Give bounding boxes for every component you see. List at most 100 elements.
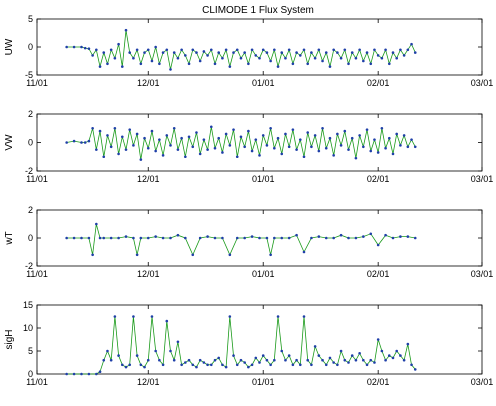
data-point	[261, 134, 265, 137]
data-point	[180, 136, 183, 140]
plot-frame	[36, 18, 483, 76]
data-point	[413, 236, 417, 240]
data-point	[336, 51, 339, 54]
data-point	[158, 358, 161, 362]
data-point	[184, 361, 187, 364]
x-tick-label: 02/01	[367, 269, 390, 279]
data-point	[276, 315, 280, 318]
data-point	[250, 363, 254, 367]
data-point	[232, 51, 235, 54]
data-point	[373, 138, 376, 141]
data-point	[176, 148, 180, 151]
data-point	[310, 145, 313, 149]
data-point	[87, 236, 91, 240]
data-point	[354, 236, 358, 240]
data-point	[195, 131, 198, 134]
data-point	[80, 45, 83, 49]
data-point	[254, 356, 258, 360]
y-tick-label: 5	[28, 14, 33, 24]
data-point	[87, 47, 91, 50]
data-point	[87, 372, 91, 376]
data-point	[221, 151, 224, 154]
data-point	[410, 138, 413, 141]
data-point	[310, 51, 313, 54]
data-point	[169, 236, 172, 240]
data-point	[239, 358, 243, 362]
data-point	[287, 145, 291, 149]
series-line	[66, 30, 416, 70]
data-point	[146, 48, 150, 52]
data-point	[169, 349, 172, 353]
data-point	[128, 51, 132, 54]
data-point	[95, 148, 98, 151]
data-point	[265, 358, 269, 362]
panel-uw: -5 0 5 11/01 12/01 01/01 02/01 03/01 UW	[4, 14, 493, 88]
data-point	[336, 363, 339, 367]
x-tick-label: 03/01	[471, 269, 494, 279]
data-point	[332, 154, 335, 157]
data-point	[228, 144, 232, 147]
data-point	[165, 134, 169, 137]
data-point	[306, 62, 310, 66]
data-point	[83, 141, 87, 144]
data-point	[113, 315, 117, 318]
data-point	[154, 349, 157, 353]
data-point	[317, 48, 321, 52]
data-point	[165, 319, 169, 323]
data-point	[213, 62, 217, 66]
data-point	[332, 48, 335, 52]
data-point	[235, 363, 239, 367]
data-point	[206, 235, 209, 238]
data-point	[106, 134, 109, 137]
data-point	[362, 59, 365, 63]
data-point	[395, 349, 399, 353]
data-point	[399, 235, 402, 238]
data-point	[269, 253, 272, 257]
data-point	[321, 358, 324, 362]
data-point	[402, 358, 406, 362]
data-point	[180, 363, 183, 367]
data-point	[120, 65, 124, 68]
data-point	[391, 51, 395, 54]
data-point	[239, 135, 243, 139]
data-point	[273, 236, 276, 240]
data-point	[172, 358, 176, 362]
data-point	[161, 51, 165, 54]
data-point	[124, 235, 128, 238]
data-point	[143, 365, 146, 369]
data-point	[117, 236, 120, 240]
x-tick-label: 03/01	[471, 174, 494, 184]
data-point	[180, 48, 183, 52]
data-point	[358, 134, 361, 137]
data-point	[184, 155, 187, 159]
data-point	[343, 358, 347, 362]
data-point	[95, 48, 98, 52]
data-point	[298, 363, 302, 367]
plot-frame	[36, 113, 483, 172]
data-point	[195, 365, 198, 369]
data-point	[350, 354, 354, 357]
data-point	[191, 253, 195, 257]
data-point	[217, 51, 221, 54]
data-point	[399, 354, 402, 357]
y-axis-label: UW	[4, 38, 15, 55]
data-point	[328, 356, 332, 360]
y-axis-label: sigH	[4, 329, 15, 349]
data-point	[72, 139, 76, 143]
y-tick-label: -2	[25, 166, 33, 176]
data-point	[273, 48, 276, 52]
data-point	[317, 149, 321, 153]
data-point	[295, 148, 298, 151]
data-point	[232, 354, 235, 357]
data-point	[280, 51, 284, 54]
data-point	[284, 132, 287, 136]
data-point	[258, 236, 261, 240]
data-point	[269, 126, 272, 130]
data-point	[221, 236, 224, 240]
data-point	[198, 59, 202, 63]
x-tick-label: 01/01	[252, 269, 275, 279]
data-point	[313, 56, 317, 60]
data-point	[261, 48, 265, 52]
data-point	[128, 363, 132, 367]
panel-wt: -2 0 2 11/01 12/01 01/01 02/01 03/01 wT	[4, 205, 493, 279]
